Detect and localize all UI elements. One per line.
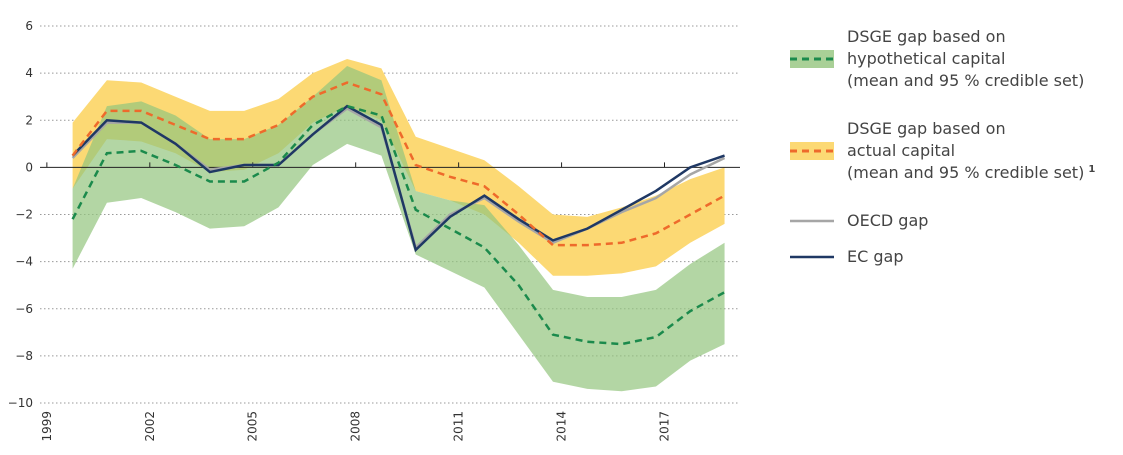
y-tick-label: 0 (25, 160, 33, 174)
series-line (71, 81, 726, 247)
y-tick-label: −6 (15, 302, 33, 316)
y-tick-label: −10 (8, 396, 33, 410)
legend-line: (mean and 95 % credible set) (847, 163, 1084, 182)
y-tick-label: 4 (25, 66, 33, 80)
legend-label: OECD gap (847, 211, 928, 230)
legend-line: (mean and 95 % credible set) (847, 71, 1084, 90)
legend-swatch-band (790, 142, 834, 160)
x-tick-label: 2008 (349, 411, 363, 442)
x-tick-label: 2005 (246, 411, 260, 442)
legend-label: DSGE gap based on actual capital (mean and… (847, 119, 1095, 182)
legend-line: actual capital (847, 141, 955, 160)
x-tick-label: 2017 (658, 411, 672, 442)
legend-line: DSGE gap based on (847, 119, 1006, 138)
credible-band (72, 58, 725, 276)
legend-line: DSGE gap based on (847, 27, 1006, 46)
y-tick-label: −8 (15, 349, 33, 363)
legend-line: OECD gap (847, 211, 928, 230)
y-tick-label: 2 (25, 113, 33, 127)
series-line (71, 104, 726, 346)
legend-line: hypothetical capital (847, 49, 1005, 68)
legend-swatch-band (790, 50, 834, 68)
x-tick-label: 2014 (555, 411, 569, 442)
footnote-marker: 1 (1088, 164, 1095, 175)
x-tick-label: 2011 (452, 411, 466, 442)
x-tick-label: 2002 (143, 411, 157, 442)
legend-label: DSGE gap based on hypothetical capital (me… (847, 27, 1084, 90)
legend-label: EC gap (847, 247, 903, 266)
legend-line: EC gap (847, 247, 903, 266)
credible-band (72, 66, 725, 392)
y-tick-label: −2 (15, 208, 33, 222)
y-tick-label: −4 (15, 255, 33, 269)
series-line (71, 104, 725, 253)
y-tick-label: 6 (25, 19, 33, 33)
x-tick-label: 1999 (40, 411, 54, 442)
